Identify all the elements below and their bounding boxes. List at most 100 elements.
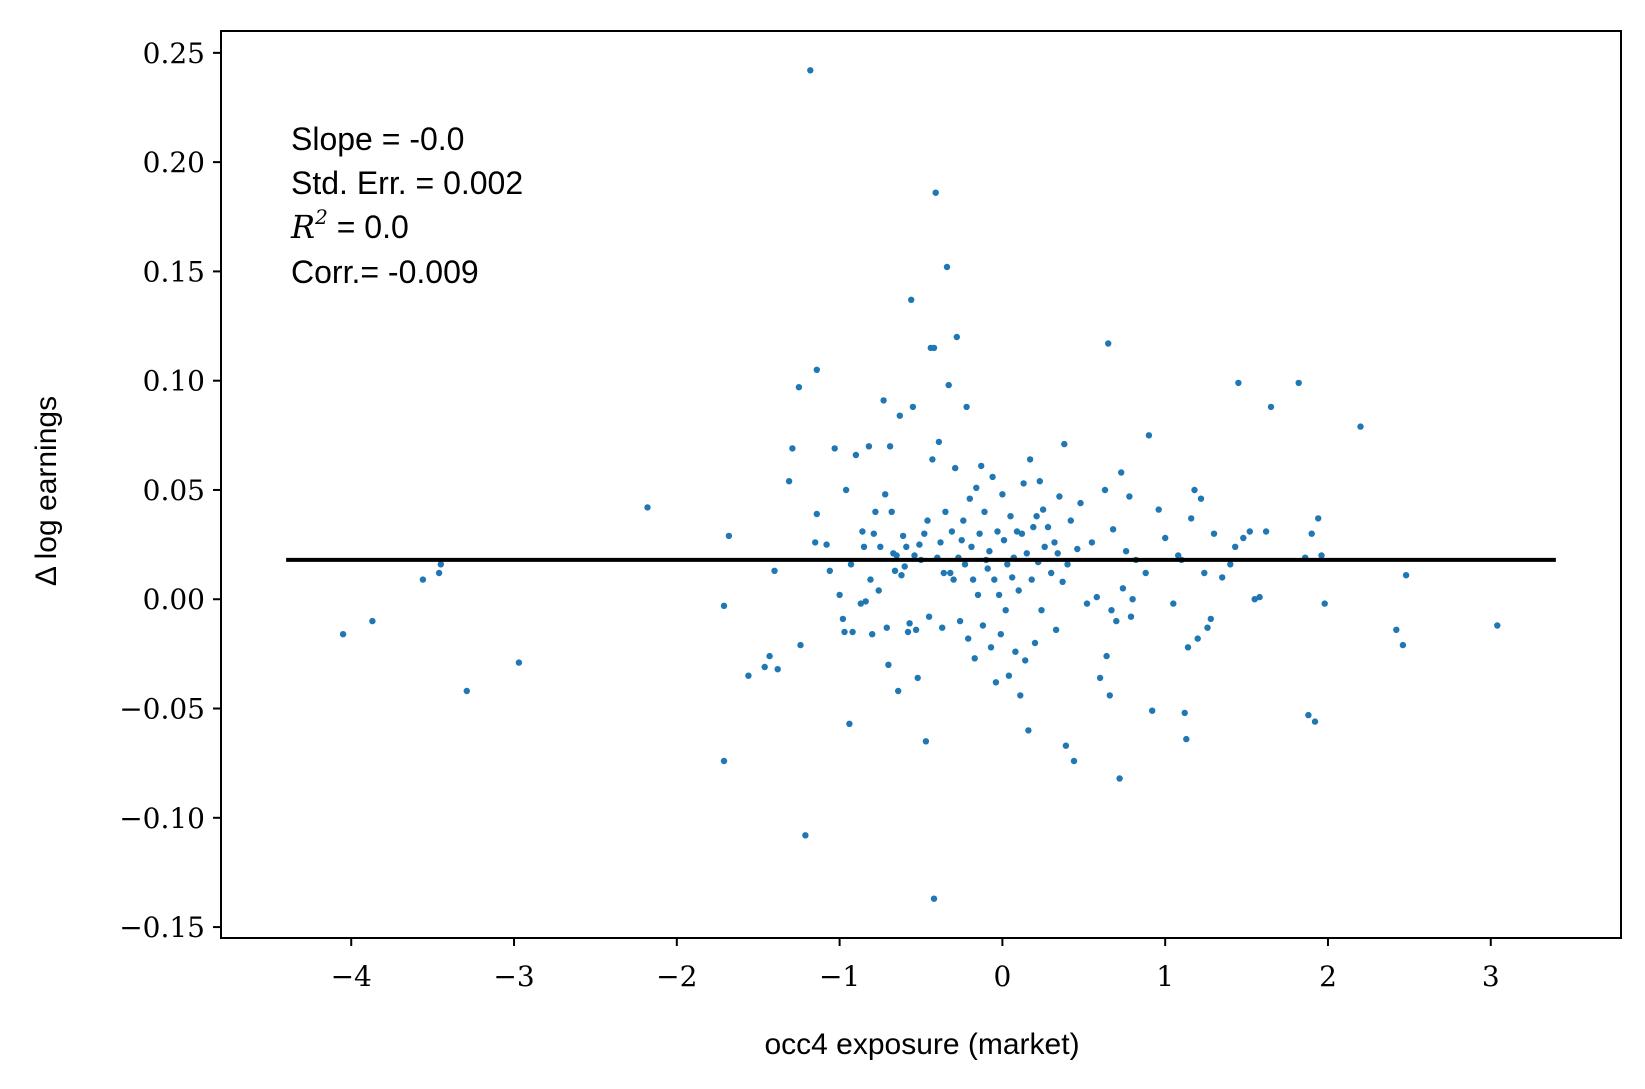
x-tick-label-7: 3 bbox=[1482, 960, 1500, 993]
data-point-209 bbox=[1295, 379, 1302, 387]
data-point-26 bbox=[826, 567, 833, 574]
data-point-99 bbox=[965, 635, 972, 642]
data-point-186 bbox=[1175, 552, 1182, 559]
data-point-16 bbox=[785, 478, 793, 485]
data-point-28 bbox=[836, 591, 843, 599]
data-point-37 bbox=[859, 528, 866, 535]
data-point-24 bbox=[813, 366, 820, 373]
data-point-87 bbox=[945, 381, 952, 389]
data-point-122 bbox=[1002, 607, 1009, 614]
data-point-92 bbox=[953, 333, 960, 341]
data-point-130 bbox=[1015, 587, 1022, 594]
data-point-8 bbox=[720, 602, 728, 609]
data-point-155 bbox=[1062, 742, 1070, 749]
data-point-25 bbox=[823, 541, 830, 548]
data-point-146 bbox=[1041, 543, 1048, 550]
data-point-147 bbox=[1044, 523, 1052, 531]
data-point-46 bbox=[877, 543, 884, 550]
data-point-126 bbox=[1009, 574, 1016, 581]
y-tick-label-2: −0.05 bbox=[119, 693, 205, 726]
data-point-100 bbox=[966, 495, 973, 502]
data-point-195 bbox=[1201, 569, 1208, 577]
data-point-82 bbox=[937, 539, 944, 546]
data-point-156 bbox=[1064, 561, 1071, 568]
data-point-116 bbox=[992, 679, 1000, 686]
y-axis-ticks: −0.15 −0.10 −0.05 0.00 0.05 0.10 0.15 0.20 0.25 bbox=[119, 37, 221, 944]
data-point-85 bbox=[942, 508, 949, 515]
data-point-74 bbox=[925, 613, 933, 620]
x-tick-label-0: −4 bbox=[331, 960, 372, 993]
data-point-207 bbox=[1262, 528, 1270, 535]
data-point-1 bbox=[369, 617, 376, 625]
r2-exponent: 2 bbox=[314, 205, 328, 229]
data-point-63 bbox=[906, 620, 913, 627]
data-point-194 bbox=[1197, 495, 1205, 502]
data-point-3 bbox=[435, 569, 443, 577]
data-point-200 bbox=[1227, 561, 1234, 568]
data-point-32 bbox=[846, 720, 853, 727]
data-point-77 bbox=[930, 895, 938, 902]
y-tick-label-0: −0.15 bbox=[119, 911, 205, 944]
data-point-202 bbox=[1235, 379, 1242, 387]
data-point-55 bbox=[893, 552, 900, 559]
data-point-139 bbox=[1030, 523, 1037, 531]
data-point-150 bbox=[1052, 626, 1060, 633]
data-point-125 bbox=[1007, 513, 1014, 520]
data-point-219 bbox=[1399, 641, 1407, 649]
data-point-189 bbox=[1183, 735, 1190, 743]
data-point-35 bbox=[852, 451, 860, 459]
data-point-12 bbox=[761, 663, 768, 671]
data-point-103 bbox=[971, 655, 978, 662]
data-point-177 bbox=[1127, 613, 1135, 620]
data-point-171 bbox=[1113, 617, 1120, 625]
data-point-108 bbox=[979, 622, 987, 629]
data-point-27 bbox=[831, 445, 838, 452]
data-point-120 bbox=[999, 491, 1006, 498]
data-point-49 bbox=[883, 624, 890, 631]
data-point-145 bbox=[1039, 506, 1047, 513]
y-tick-label-7: 0.20 bbox=[143, 146, 205, 179]
data-point-170 bbox=[1109, 526, 1117, 533]
data-point-173 bbox=[1118, 469, 1125, 476]
data-point-84 bbox=[940, 569, 947, 577]
std-err-annotation: Std. Err. = 0.002 bbox=[291, 165, 523, 201]
data-point-94 bbox=[956, 617, 964, 625]
data-point-217 bbox=[1357, 423, 1364, 430]
data-point-61 bbox=[903, 543, 910, 550]
plot-frame bbox=[220, 30, 1622, 939]
slope-annotation: Slope = -0.0 bbox=[291, 121, 464, 157]
x-tick-label-2: −2 bbox=[656, 960, 697, 993]
data-point-188 bbox=[1181, 709, 1188, 717]
data-point-143 bbox=[1036, 478, 1044, 485]
data-point-121 bbox=[1000, 537, 1008, 544]
data-point-20 bbox=[802, 832, 809, 839]
data-point-117 bbox=[994, 528, 1001, 535]
data-point-22 bbox=[812, 539, 819, 546]
x-tick-label-6: 2 bbox=[1319, 960, 1337, 993]
data-point-204 bbox=[1246, 528, 1254, 535]
data-point-96 bbox=[960, 517, 967, 524]
data-point-42 bbox=[869, 631, 876, 638]
data-point-152 bbox=[1056, 493, 1063, 500]
data-point-218 bbox=[1393, 626, 1400, 633]
data-point-157 bbox=[1067, 517, 1075, 524]
data-point-2 bbox=[419, 576, 427, 583]
data-point-198 bbox=[1210, 530, 1218, 537]
data-point-66 bbox=[911, 552, 918, 559]
data-point-58 bbox=[898, 572, 905, 579]
data-point-7 bbox=[644, 504, 651, 511]
data-point-104 bbox=[973, 484, 980, 491]
data-point-17 bbox=[789, 445, 796, 452]
data-point-97 bbox=[961, 561, 969, 568]
data-point-212 bbox=[1308, 530, 1315, 537]
data-point-15 bbox=[774, 666, 781, 673]
data-point-23 bbox=[813, 510, 820, 518]
data-point-168 bbox=[1106, 692, 1114, 699]
data-point-105 bbox=[974, 591, 982, 599]
data-point-190 bbox=[1184, 644, 1192, 651]
data-point-166 bbox=[1103, 652, 1110, 660]
data-point-213 bbox=[1311, 718, 1319, 725]
data-point-129 bbox=[1013, 528, 1021, 535]
data-point-164 bbox=[1096, 674, 1104, 682]
